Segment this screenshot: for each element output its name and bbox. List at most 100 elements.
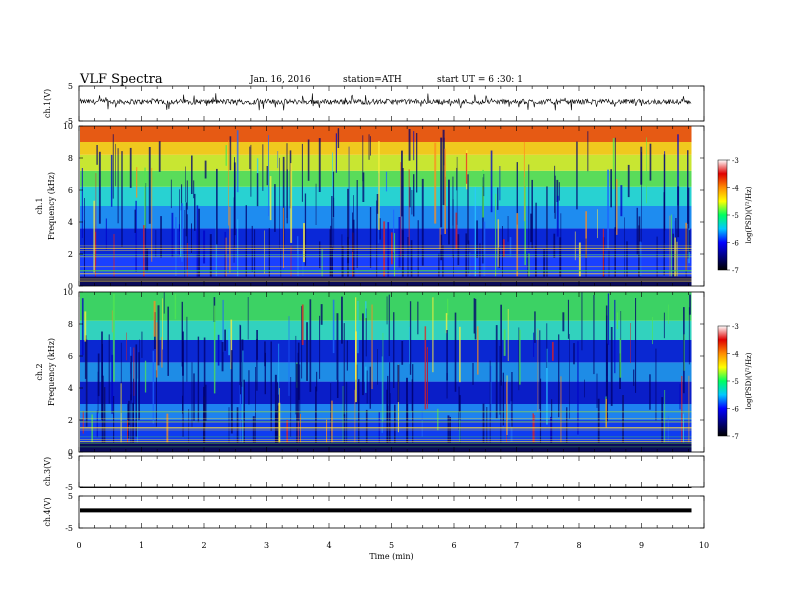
ch1-spectrogram-streak — [688, 230, 691, 252]
ch1-spectrogram-streak — [528, 164, 530, 249]
ch1-spectrogram-streak — [347, 188, 349, 277]
ch1-spectrogram-streak — [497, 219, 499, 267]
ch2-spectrogram-streak — [224, 329, 226, 351]
ch2-spectrogram-streak — [97, 353, 100, 397]
ch1-spectrogram-streak — [337, 128, 340, 148]
ch2-spectrogram-streak — [474, 298, 477, 340]
ch1-spectrogram-streak — [438, 253, 440, 277]
ch1-spectrogram-streak — [280, 248, 282, 277]
time-tick-label: 5 — [389, 541, 394, 550]
ch2-spectrogram-band — [80, 320, 692, 340]
ch1-spectrogram-streak — [401, 230, 404, 277]
ch2-spectrogram-streak — [197, 336, 200, 423]
ch2-spectrogram-streak — [417, 301, 419, 335]
ch1-spectrogram-streak — [378, 141, 380, 230]
ch2-spectrogram-streak — [286, 419, 289, 443]
ch1-spectrogram-channel-label: ch.1 — [35, 197, 44, 214]
ch1-spectrogram-streak — [585, 211, 587, 258]
ch1-spectrogram-streak — [640, 146, 643, 185]
ch1-spectrogram-streak — [448, 179, 450, 245]
time-tick-label: 8 — [576, 541, 581, 550]
ch2-spectrogram-streak — [217, 334, 220, 366]
ch2-spectrogram-streak — [539, 330, 541, 409]
ch1-spectrogram-streak — [286, 169, 288, 224]
ch2-spectrogram-streak — [620, 311, 622, 340]
ch2-spectrogram-streak — [533, 332, 535, 357]
ch2-spectrogram-streak — [489, 365, 492, 417]
ch1-spectrogram-streak — [616, 178, 618, 235]
ch1-spectrogram-streak — [186, 214, 188, 270]
ch3-waveform-ylabel: ch.3(V) — [43, 457, 52, 486]
ch1-spectrogram-streak — [434, 142, 437, 224]
ch2-spectrogram-streak — [630, 323, 631, 364]
ch1-spectrogram-colorbar-tick-label: -4 — [732, 185, 739, 193]
ch1-spectrogram-streak — [144, 167, 146, 229]
ch1-spectrogram-streak — [638, 216, 641, 277]
ch2-spectrogram-streak — [191, 362, 193, 427]
ch1-spectrogram-streak — [191, 223, 192, 253]
ch2-spectrogram-streak — [597, 398, 600, 443]
ch1-spectrogram-streak — [194, 193, 196, 231]
ch1-spectrogram-streak — [482, 177, 484, 264]
ch2-spectrogram-streak — [652, 316, 653, 345]
ch1-spectrogram-streak — [576, 141, 578, 210]
time-tick-label: 6 — [451, 541, 456, 550]
ch1-spectrogram-streak — [229, 136, 232, 171]
ch1-spectrogram-streak — [379, 218, 381, 240]
ch1-spectrogram-streak — [385, 171, 388, 192]
ch1-spectrogram-streak — [179, 189, 180, 232]
ch2-spectrogram-streak — [550, 416, 552, 443]
ch2-spectrogram-streak — [188, 409, 190, 443]
ch2-spectrogram-streak — [274, 374, 277, 443]
ch1-spectrogram-streak — [639, 241, 642, 277]
ch2-spectrogram-band — [80, 442, 692, 452]
ch1-spectrogram-streak — [453, 253, 454, 277]
ch2-spectrogram-streak — [203, 337, 206, 428]
ch1-spectrogram-streak — [352, 212, 353, 252]
ch1-spectrogram-streak — [543, 249, 546, 277]
ch1-spectrogram-streak — [578, 242, 581, 277]
ch2-spectrogram-streak — [362, 313, 364, 396]
ch1-spectrogram-streak — [181, 203, 184, 262]
ch2-spectrogram-streak — [84, 311, 87, 342]
ch2-spectrogram-streak — [389, 362, 391, 442]
ch2-spectrogram-streak — [381, 356, 383, 433]
ch1-spectrogram-streak — [585, 238, 587, 277]
ch2-spectrogram-streak — [301, 304, 304, 345]
ch1-spectrogram-streak — [376, 200, 378, 277]
ch1-spectrogram-streak — [146, 248, 149, 272]
ch2-spectrogram-streak — [371, 304, 373, 390]
ch2-spectrogram-streak — [163, 292, 165, 314]
ch1-spectrogram-streak — [677, 134, 679, 206]
ch1-spectrogram-streak — [81, 168, 83, 238]
ch1-spectrogram-streak — [318, 138, 321, 192]
ch2-spectrogram-streak — [228, 407, 230, 443]
ch1-spectrogram-band — [80, 142, 692, 155]
ch1-spectrogram-streak — [421, 178, 424, 266]
ch2-spectrogram-streak — [138, 352, 140, 421]
ch2-spectrogram-streak — [566, 407, 568, 443]
ch1-spectrogram-streak — [516, 213, 519, 277]
ch1-spectrogram-ylabel: Frequency (kHz) — [47, 172, 56, 240]
ch2-spectrogram-streak — [113, 396, 115, 443]
ch2-spectrogram-streak — [407, 404, 409, 443]
ch2-spectrogram-streak — [495, 325, 498, 419]
ch2-spectrogram-streak — [236, 407, 239, 443]
ch1-spectrogram-streak — [129, 147, 132, 188]
ch2-spectrogram-streak — [605, 398, 607, 428]
ch2-spectrogram-streak — [610, 327, 613, 406]
ch2-spectrogram-streak — [511, 372, 513, 427]
ch2-spectrogram-streak — [155, 370, 157, 427]
ch2-spectrogram-streak — [252, 416, 255, 443]
ch2-spectrogram-streak — [633, 369, 635, 386]
ch1-spectrogram-streak — [456, 156, 458, 225]
ch2-spectrogram-streak — [132, 402, 134, 443]
ch2-spectrogram-streak — [412, 364, 414, 443]
ch2-spectrogram-streak — [222, 299, 224, 353]
ch2-spectrogram-streak — [182, 395, 184, 414]
ch1-spectrogram-band — [80, 186, 692, 206]
ch1-spectrogram-streak — [402, 168, 404, 247]
ch1-spectrogram-streak — [191, 155, 193, 194]
ch1-spectrogram-streak — [184, 210, 186, 277]
ch2-spectrogram-streak — [81, 298, 84, 356]
